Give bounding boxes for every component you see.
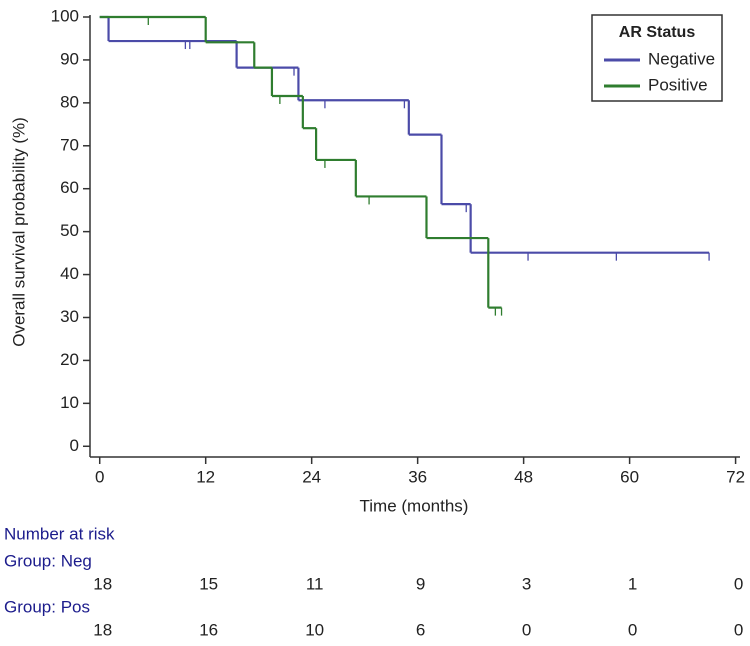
risk-count: 1	[628, 574, 637, 593]
y-tick-label: 20	[60, 350, 79, 369]
legend-title: AR Status	[619, 24, 696, 41]
x-tick-label: 48	[514, 467, 533, 486]
y-tick-label: 50	[60, 221, 79, 240]
risk-count: 10	[305, 620, 324, 639]
risk-count: 18	[93, 620, 112, 639]
y-tick-label: 10	[60, 393, 79, 412]
risk-count: 0	[522, 620, 531, 639]
legend-label: Negative	[648, 49, 715, 68]
risk-count: 6	[416, 620, 425, 639]
y-tick-label: 100	[51, 6, 79, 25]
risk-count: 0	[734, 574, 743, 593]
x-tick-label: 72	[726, 467, 745, 486]
risk-count: 3	[522, 574, 531, 593]
risk-count: 0	[628, 620, 637, 639]
x-tick-label: 36	[408, 467, 427, 486]
y-tick-label: 30	[60, 307, 79, 326]
y-tick-label: 0	[70, 436, 79, 455]
x-tick-label: 24	[302, 467, 321, 486]
y-tick-label: 70	[60, 135, 79, 154]
x-tick-label: 60	[620, 467, 639, 486]
y-tick-label: 90	[60, 49, 79, 68]
risk-table-title: Number at risk	[4, 524, 115, 543]
x-tick-label: 12	[196, 467, 215, 486]
risk-count: 18	[93, 574, 112, 593]
risk-count: 11	[306, 574, 324, 593]
y-tick-label: 40	[60, 264, 79, 283]
risk-count: 16	[199, 620, 218, 639]
y-tick-label: 60	[60, 178, 79, 197]
risk-count: 0	[734, 620, 743, 639]
risk-count: 15	[199, 574, 218, 593]
risk-group-label: Group: Neg	[4, 551, 92, 570]
legend-label: Positive	[648, 75, 708, 94]
y-tick-label: 80	[60, 92, 79, 111]
x-axis-label: Time (months)	[360, 496, 469, 515]
risk-group-label: Group: Pos	[4, 597, 90, 616]
risk-count: 9	[416, 574, 425, 593]
x-tick-label: 0	[95, 467, 104, 486]
y-axis-label: Overall survival probability (%)	[9, 117, 28, 347]
